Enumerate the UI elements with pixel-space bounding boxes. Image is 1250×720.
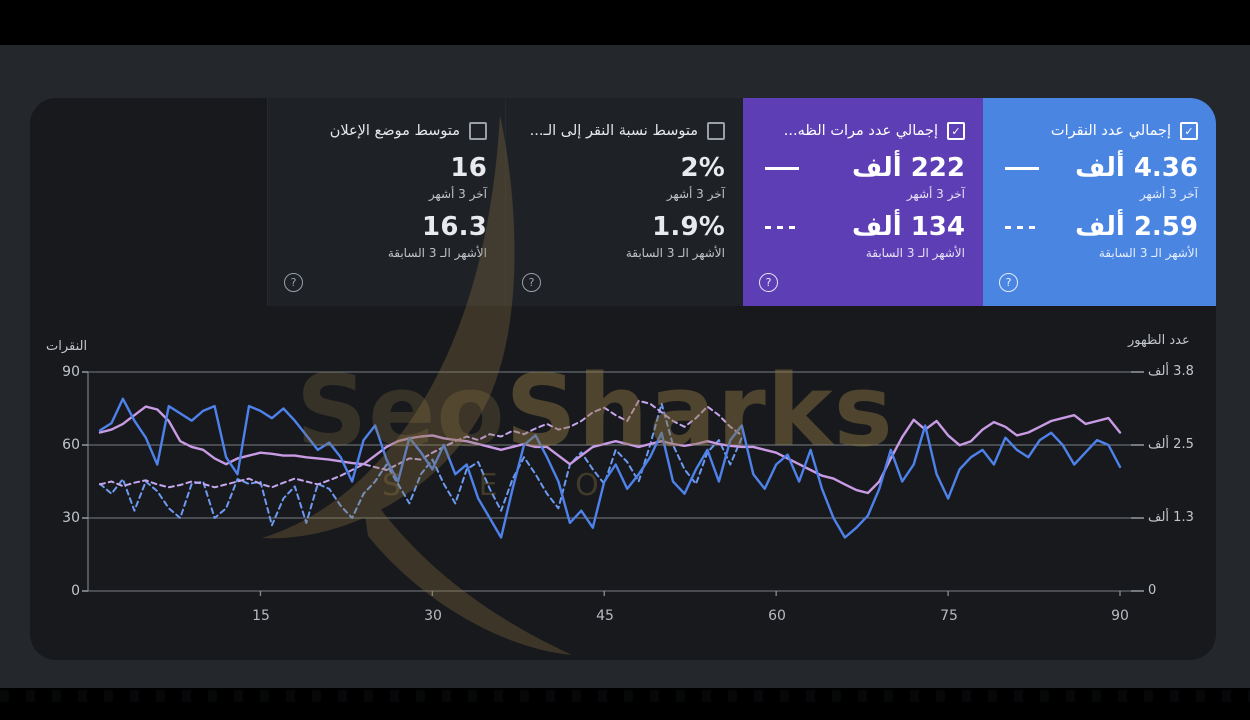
checkbox-avg-ad-position[interactable]: [469, 122, 487, 140]
right-tick-0: 0: [1148, 583, 1157, 598]
legend-solid-line-icon: [765, 167, 799, 171]
tile-label: إجمالي عدد مرات الظه...: [783, 123, 938, 139]
right-axis-title: عدد الظهور: [1128, 333, 1190, 348]
legend-dotted-line-icon: [1005, 226, 1039, 230]
tile-avg-ctr[interactable]: متوسط نسبة النقر إلى الـ... 2% آخر 3 أشه…: [505, 98, 743, 306]
metric-value-current: 2%: [680, 153, 725, 183]
metric-caption-current: آخر 3 أشهر: [666, 186, 725, 201]
metric-caption-previous: الأشهر الـ 3 السابقة: [387, 245, 487, 260]
metric-value-previous: 1.9%: [652, 211, 725, 242]
letterbox-top: [0, 0, 1250, 45]
checkbox-total-clicks[interactable]: ✓: [1180, 122, 1198, 140]
help-icon[interactable]: ?: [759, 273, 778, 292]
tile-avg-ad-position[interactable]: متوسط موضع الإعلان 16 آخر 3 أشهر 16.3 ال…: [267, 98, 505, 306]
x-tick-45: 45: [596, 608, 614, 624]
help-icon[interactable]: ?: [284, 273, 303, 292]
checkbox-total-impressions[interactable]: ✓: [947, 122, 965, 140]
metric-value-current: 4.36 ألف: [1075, 153, 1198, 183]
x-tick-15: 15: [252, 608, 270, 624]
x-tick-90: 90: [1111, 608, 1129, 624]
metric-caption-previous: الأشهر الـ 3 السابقة: [1098, 245, 1198, 260]
tile-total-clicks[interactable]: ✓ إجمالي عدد النقرات 4.36 ألف آخر 3 أشهر…: [983, 98, 1216, 306]
help-icon[interactable]: ?: [522, 273, 541, 292]
letterbox-bottom: [0, 688, 1250, 720]
dashboard-viewport: متوسط موضع الإعلان 16 آخر 3 أشهر 16.3 ال…: [0, 45, 1250, 688]
metric-caption-current: آخر 3 أشهر: [906, 186, 965, 201]
tile-label: إجمالي عدد النقرات: [1050, 123, 1171, 139]
help-icon[interactable]: ?: [999, 273, 1018, 292]
x-tick-30: 30: [424, 608, 442, 624]
tile-label: متوسط نسبة النقر إلى الـ...: [529, 123, 698, 139]
right-tick-2500: 2.5 ألف: [1148, 437, 1194, 452]
left-tick-30: 30: [62, 510, 80, 526]
metric-value-current: 222 ألف: [852, 153, 965, 183]
metric-caption-current: آخر 3 أشهر: [428, 186, 487, 201]
legend-solid-line-icon: [1005, 167, 1039, 171]
metric-caption-current: آخر 3 أشهر: [1139, 186, 1198, 201]
legend-dotted-line-icon: [765, 226, 799, 230]
metric-value-current: 16: [450, 153, 487, 183]
tile-label: متوسط موضع الإعلان: [329, 123, 460, 139]
right-tick-1300: 1.3 ألف: [1148, 510, 1194, 525]
right-tick-3800: 3.8 ألف: [1148, 364, 1194, 379]
x-tick-60: 60: [768, 608, 786, 624]
left-tick-0: 0: [71, 583, 80, 599]
checkbox-avg-ctr[interactable]: [707, 122, 725, 140]
left-axis-title: النقرات: [46, 339, 88, 354]
metric-value-previous: 2.59 ألف: [1075, 211, 1198, 242]
metric-value-previous: 134 ألف: [852, 211, 965, 242]
tile-total-impressions[interactable]: ✓ إجمالي عدد مرات الظه... 222 ألف آخر 3 …: [743, 98, 983, 306]
left-tick-60: 60: [62, 437, 80, 453]
left-tick-90: 90: [62, 364, 80, 380]
metric-caption-previous: الأشهر الـ 3 السابقة: [865, 245, 965, 260]
x-tick-75: 75: [940, 608, 958, 624]
metric-caption-previous: الأشهر الـ 3 السابقة: [625, 245, 725, 260]
metric-value-previous: 16.3: [422, 211, 487, 242]
performance-card: متوسط موضع الإعلان 16 آخر 3 أشهر 16.3 ال…: [30, 98, 1216, 660]
